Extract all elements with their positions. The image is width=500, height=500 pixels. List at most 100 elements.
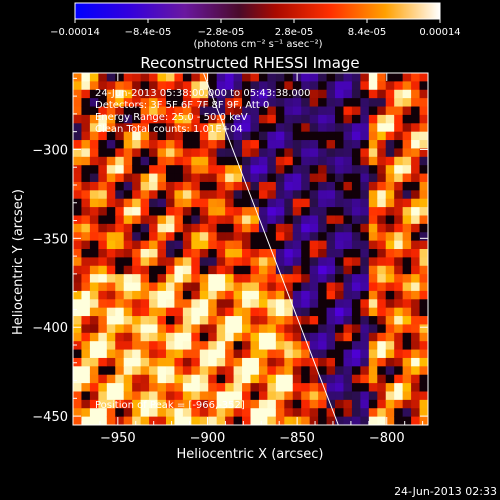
- heatmap-cell: [233, 282, 243, 292]
- heatmap-cell: [89, 207, 99, 216]
- heatmap-cell: [73, 106, 82, 116]
- heatmap-cell: [385, 408, 395, 418]
- heatmap-cell: [242, 114, 251, 124]
- heatmap-cell: [98, 156, 108, 166]
- heatmap-cell: [326, 81, 336, 91]
- heatmap-cell: [89, 274, 99, 284]
- heatmap-cell: [368, 391, 378, 401]
- heatmap-cell: [301, 383, 311, 392]
- heatmap-cell: [182, 232, 192, 242]
- heatmap-cell: [402, 383, 412, 392]
- heatmap-cell: [402, 181, 412, 191]
- heatmap-cell: [208, 416, 218, 425]
- heatmap-cell: [301, 240, 311, 250]
- heatmap-cell: [250, 215, 260, 225]
- heatmap-cell: [115, 257, 125, 267]
- heatmap-cell: [225, 89, 235, 99]
- heatmap-cell: [132, 156, 142, 166]
- heatmap-cell: [174, 265, 184, 275]
- heatmap-cell: [132, 240, 142, 250]
- heatmap-cell: [360, 307, 370, 317]
- heatmap-cell: [165, 207, 175, 216]
- heatmap-cell: [199, 190, 209, 200]
- heatmap-cell: [165, 198, 175, 208]
- heatmap-cell: [233, 207, 243, 216]
- heatmap-cell: [182, 156, 192, 166]
- heatmap-cell: [402, 148, 412, 158]
- heatmap-cell: [165, 173, 175, 183]
- heatmap-cell: [419, 156, 428, 166]
- heatmap-cell: [157, 114, 167, 124]
- heatmap-cell: [360, 391, 370, 401]
- heatmap-cell: [419, 148, 428, 158]
- heatmap-cell: [157, 173, 167, 183]
- heatmap-cell: [250, 257, 260, 267]
- heatmap-cell: [89, 173, 99, 183]
- heatmap-cell: [174, 131, 184, 141]
- heatmap-cell: [385, 207, 395, 216]
- heatmap-cell: [191, 173, 201, 183]
- heatmap-cell: [258, 257, 268, 267]
- heatmap-cell: [343, 123, 353, 133]
- heatmap-cell: [335, 173, 344, 183]
- heatmap-cell: [377, 223, 387, 233]
- heatmap-cell: [225, 265, 235, 275]
- heatmap-cell: [149, 274, 159, 284]
- heatmap-cell: [301, 257, 311, 267]
- heatmap-cell: [402, 316, 412, 325]
- heatmap-cell: [360, 265, 370, 275]
- heatmap-cell: [242, 106, 251, 116]
- heatmap-cell: [267, 140, 277, 149]
- heatmap-cell: [174, 408, 184, 418]
- heatmap-cell: [335, 408, 344, 418]
- heatmap-cell: [275, 131, 285, 141]
- heatmap-cell: [309, 156, 319, 166]
- heatmap-cell: [394, 383, 404, 392]
- heatmap-cell: [368, 265, 378, 275]
- heatmap-cell: [242, 307, 251, 317]
- heatmap-cell: [258, 274, 268, 284]
- heatmap-cell: [343, 131, 353, 141]
- heatmap-cell: [242, 316, 251, 325]
- heatmap-cell: [174, 274, 184, 284]
- heatmap-cell: [98, 399, 108, 409]
- heatmap-cell: [351, 391, 361, 401]
- heatmap-cell: [157, 341, 167, 351]
- heatmap-cell: [250, 89, 260, 99]
- heatmap-cell: [351, 73, 361, 82]
- heatmap-cell: [360, 366, 370, 376]
- heatmap-cell: [132, 131, 142, 141]
- heatmap-cell: [73, 240, 82, 250]
- heatmap-cell: [394, 299, 404, 309]
- heatmap-cell: [351, 332, 361, 342]
- heatmap-cell: [402, 114, 412, 124]
- heatmap-cell: [216, 249, 226, 258]
- heatmap-cell: [267, 257, 277, 267]
- heatmap-cell: [182, 98, 192, 108]
- heatmap-cell: [419, 190, 428, 200]
- heatmap-cell: [292, 408, 302, 418]
- heatmap-cell: [360, 207, 370, 216]
- heatmap-cell: [225, 165, 235, 175]
- heatmap-cell: [419, 81, 428, 91]
- heatmap-cell: [385, 257, 395, 267]
- heatmap-cell: [182, 366, 192, 376]
- heatmap-cell: [73, 232, 82, 242]
- heatmap-cell: [149, 73, 159, 82]
- heatmap-cell: [216, 282, 226, 292]
- heatmap-cell: [351, 181, 361, 191]
- heatmap-cell: [123, 198, 133, 208]
- heatmap-cell: [318, 416, 328, 425]
- heatmap-cell: [157, 165, 167, 175]
- heatmap-cell: [394, 156, 404, 166]
- heatmap-cell: [301, 223, 311, 233]
- heatmap-cell: [233, 374, 243, 384]
- heatmap-cell: [377, 366, 387, 376]
- heatmap-cell: [157, 349, 167, 359]
- heatmap-cell: [165, 131, 175, 141]
- heatmap-cell: [284, 114, 294, 124]
- heatmap-cell: [377, 299, 387, 309]
- heatmap-cell: [318, 249, 328, 258]
- heatmap-cell: [394, 131, 404, 141]
- heatmap-cell: [343, 181, 353, 191]
